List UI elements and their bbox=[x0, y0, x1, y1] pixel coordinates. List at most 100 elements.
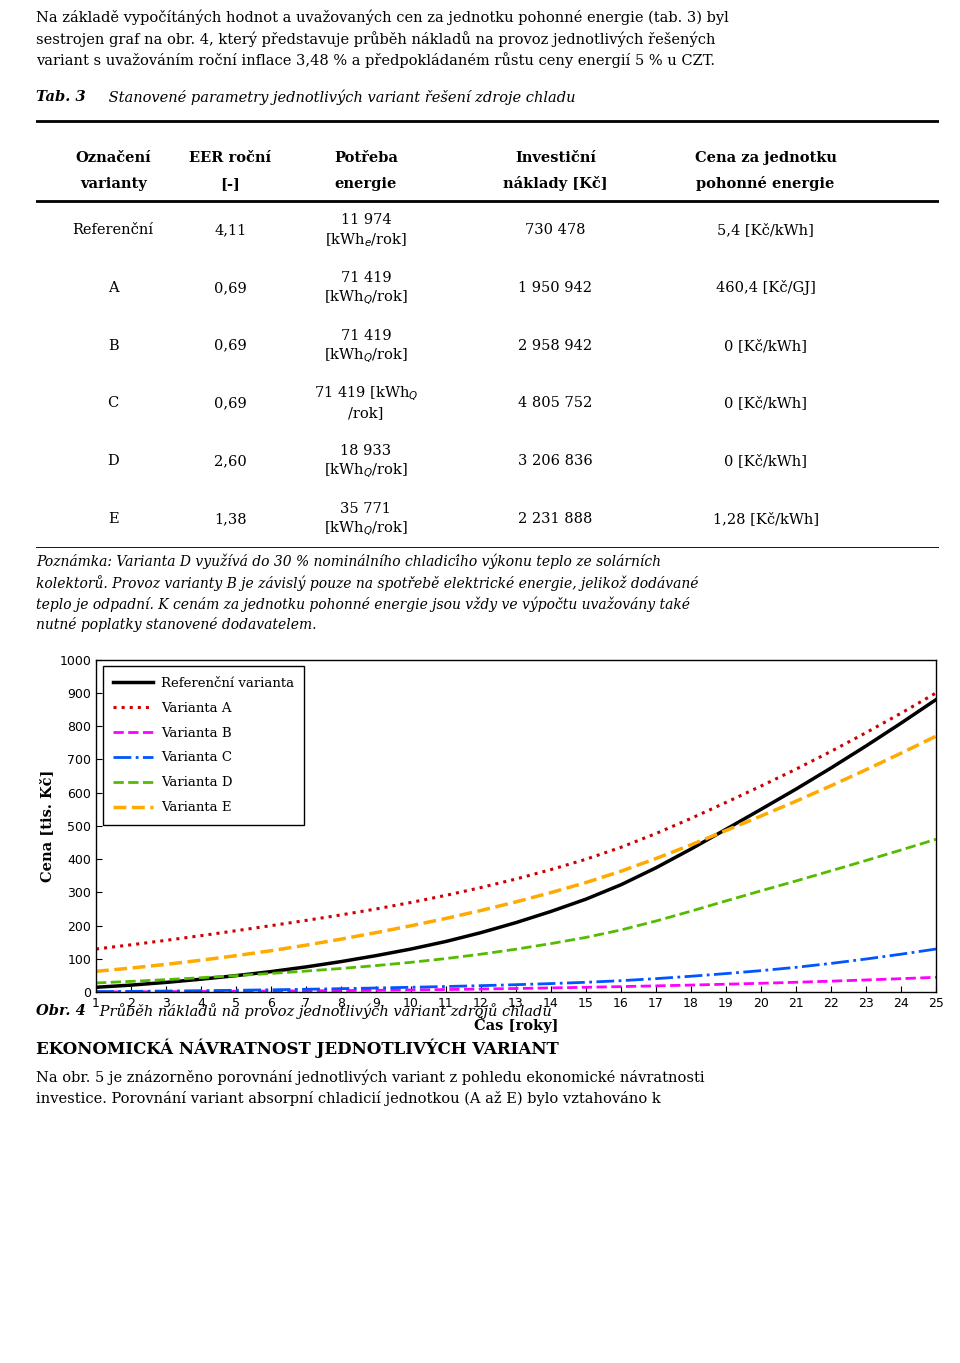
Varianta B bbox=[405, 981, 417, 998]
Varianta E bbox=[545, 885, 557, 901]
Varianta B bbox=[860, 972, 872, 988]
Varianta B bbox=[720, 976, 732, 992]
Text: EER roční: EER roční bbox=[189, 151, 272, 165]
Varianta C bbox=[720, 965, 732, 981]
Text: 35 771: 35 771 bbox=[341, 502, 392, 517]
Varianta C bbox=[545, 976, 557, 992]
Referenční varianta bbox=[90, 979, 102, 995]
Referenční varianta bbox=[720, 821, 732, 837]
Varianta C bbox=[790, 960, 802, 976]
Varianta E bbox=[405, 917, 417, 934]
Referenční varianta bbox=[371, 947, 382, 964]
Text: Poznámka: Varianta D využívá do 30 % nominálního chladicího výkonu teplo ze sol: Poznámka: Varianta D využívá do 30 % nom… bbox=[36, 553, 699, 632]
Text: 0,69: 0,69 bbox=[214, 281, 247, 294]
Text: pohonné energie: pohonné energie bbox=[696, 176, 835, 191]
Text: 460,4 [Kč/GJ]: 460,4 [Kč/GJ] bbox=[716, 281, 816, 296]
Referenční varianta bbox=[405, 940, 417, 957]
Text: 1,38: 1,38 bbox=[214, 512, 247, 526]
Varianta E bbox=[300, 936, 312, 953]
Line: Varianta E: Varianta E bbox=[96, 736, 936, 972]
Varianta D bbox=[650, 913, 661, 930]
Varianta C bbox=[896, 946, 907, 962]
Text: 3 206 836: 3 206 836 bbox=[518, 454, 592, 469]
Varianta E bbox=[160, 957, 172, 973]
Varianta E bbox=[650, 851, 661, 867]
Varianta C bbox=[615, 972, 627, 988]
Varianta D bbox=[756, 883, 767, 900]
Varianta B bbox=[756, 975, 767, 991]
Text: A: A bbox=[108, 281, 118, 294]
Varianta C bbox=[371, 980, 382, 996]
Varianta A bbox=[371, 901, 382, 917]
Varianta B bbox=[580, 979, 591, 995]
Referenční varianta bbox=[580, 891, 591, 908]
Text: 5,4 [Kč/kWh]: 5,4 [Kč/kWh] bbox=[717, 224, 814, 237]
Text: Stanovené parametry jednotlivých variant řešení zdroje chladu: Stanovené parametry jednotlivých variant… bbox=[104, 89, 576, 105]
Varianta E bbox=[195, 951, 206, 968]
Varianta C bbox=[335, 980, 347, 996]
Text: B: B bbox=[108, 338, 118, 353]
Varianta A bbox=[265, 917, 276, 934]
Text: 4 805 752: 4 805 752 bbox=[518, 397, 592, 410]
Line: Referenční varianta: Referenční varianta bbox=[96, 699, 936, 987]
Varianta E bbox=[756, 808, 767, 825]
Varianta B bbox=[160, 984, 172, 1000]
Varianta D bbox=[160, 972, 172, 988]
Varianta C bbox=[930, 940, 942, 957]
Varianta E bbox=[475, 902, 487, 919]
Referenční varianta bbox=[441, 934, 452, 950]
Varianta A bbox=[160, 932, 172, 949]
Varianta A bbox=[405, 894, 417, 910]
Text: [kWh$_Q$/rok]: [kWh$_Q$/rok] bbox=[324, 346, 408, 365]
Text: [-]: [-] bbox=[221, 177, 240, 191]
X-axis label: Čas [roky]: Čas [roky] bbox=[473, 1015, 559, 1033]
Varianta C bbox=[125, 983, 136, 999]
Varianta E bbox=[790, 793, 802, 810]
Varianta E bbox=[685, 837, 697, 853]
Text: 71 419 [kWh$_Q$: 71 419 [kWh$_Q$ bbox=[314, 384, 419, 403]
Varianta B bbox=[826, 973, 837, 990]
Referenční varianta bbox=[545, 904, 557, 920]
Varianta B bbox=[615, 979, 627, 995]
Varianta B bbox=[511, 980, 522, 996]
Varianta C bbox=[475, 977, 487, 994]
Text: 0,69: 0,69 bbox=[214, 397, 247, 410]
Varianta E bbox=[371, 924, 382, 940]
Varianta D bbox=[265, 965, 276, 981]
Varianta C bbox=[441, 979, 452, 995]
Varianta A bbox=[720, 795, 732, 811]
Varianta D bbox=[580, 930, 591, 946]
Line: Varianta B: Varianta B bbox=[96, 977, 936, 992]
Varianta E bbox=[90, 964, 102, 980]
Varianta B bbox=[685, 977, 697, 994]
Varianta E bbox=[125, 960, 136, 976]
Varianta B bbox=[441, 981, 452, 998]
Varianta A bbox=[125, 936, 136, 953]
Varianta B bbox=[300, 983, 312, 999]
Varianta D bbox=[90, 975, 102, 991]
Varianta C bbox=[160, 983, 172, 999]
Varianta D bbox=[511, 940, 522, 957]
Varianta C bbox=[405, 979, 417, 995]
Referenční varianta bbox=[860, 737, 872, 754]
Referenční varianta bbox=[930, 691, 942, 707]
Varianta D bbox=[405, 954, 417, 970]
Varianta D bbox=[300, 962, 312, 979]
Varianta D bbox=[475, 946, 487, 962]
Varianta C bbox=[826, 955, 837, 972]
Varianta E bbox=[441, 910, 452, 927]
Varianta D bbox=[195, 969, 206, 985]
Varianta B bbox=[265, 983, 276, 999]
Text: 71 419: 71 419 bbox=[341, 271, 391, 285]
Text: 730 478: 730 478 bbox=[525, 224, 586, 237]
Varianta B bbox=[195, 983, 206, 999]
Varianta E bbox=[930, 728, 942, 744]
Line: Varianta D: Varianta D bbox=[96, 840, 936, 983]
Varianta D bbox=[335, 961, 347, 977]
Varianta C bbox=[265, 981, 276, 998]
Text: /rok]: /rok] bbox=[348, 406, 384, 420]
Varianta B bbox=[790, 975, 802, 991]
Referenční varianta bbox=[125, 977, 136, 994]
Varianta C bbox=[756, 962, 767, 979]
Varianta C bbox=[860, 951, 872, 968]
